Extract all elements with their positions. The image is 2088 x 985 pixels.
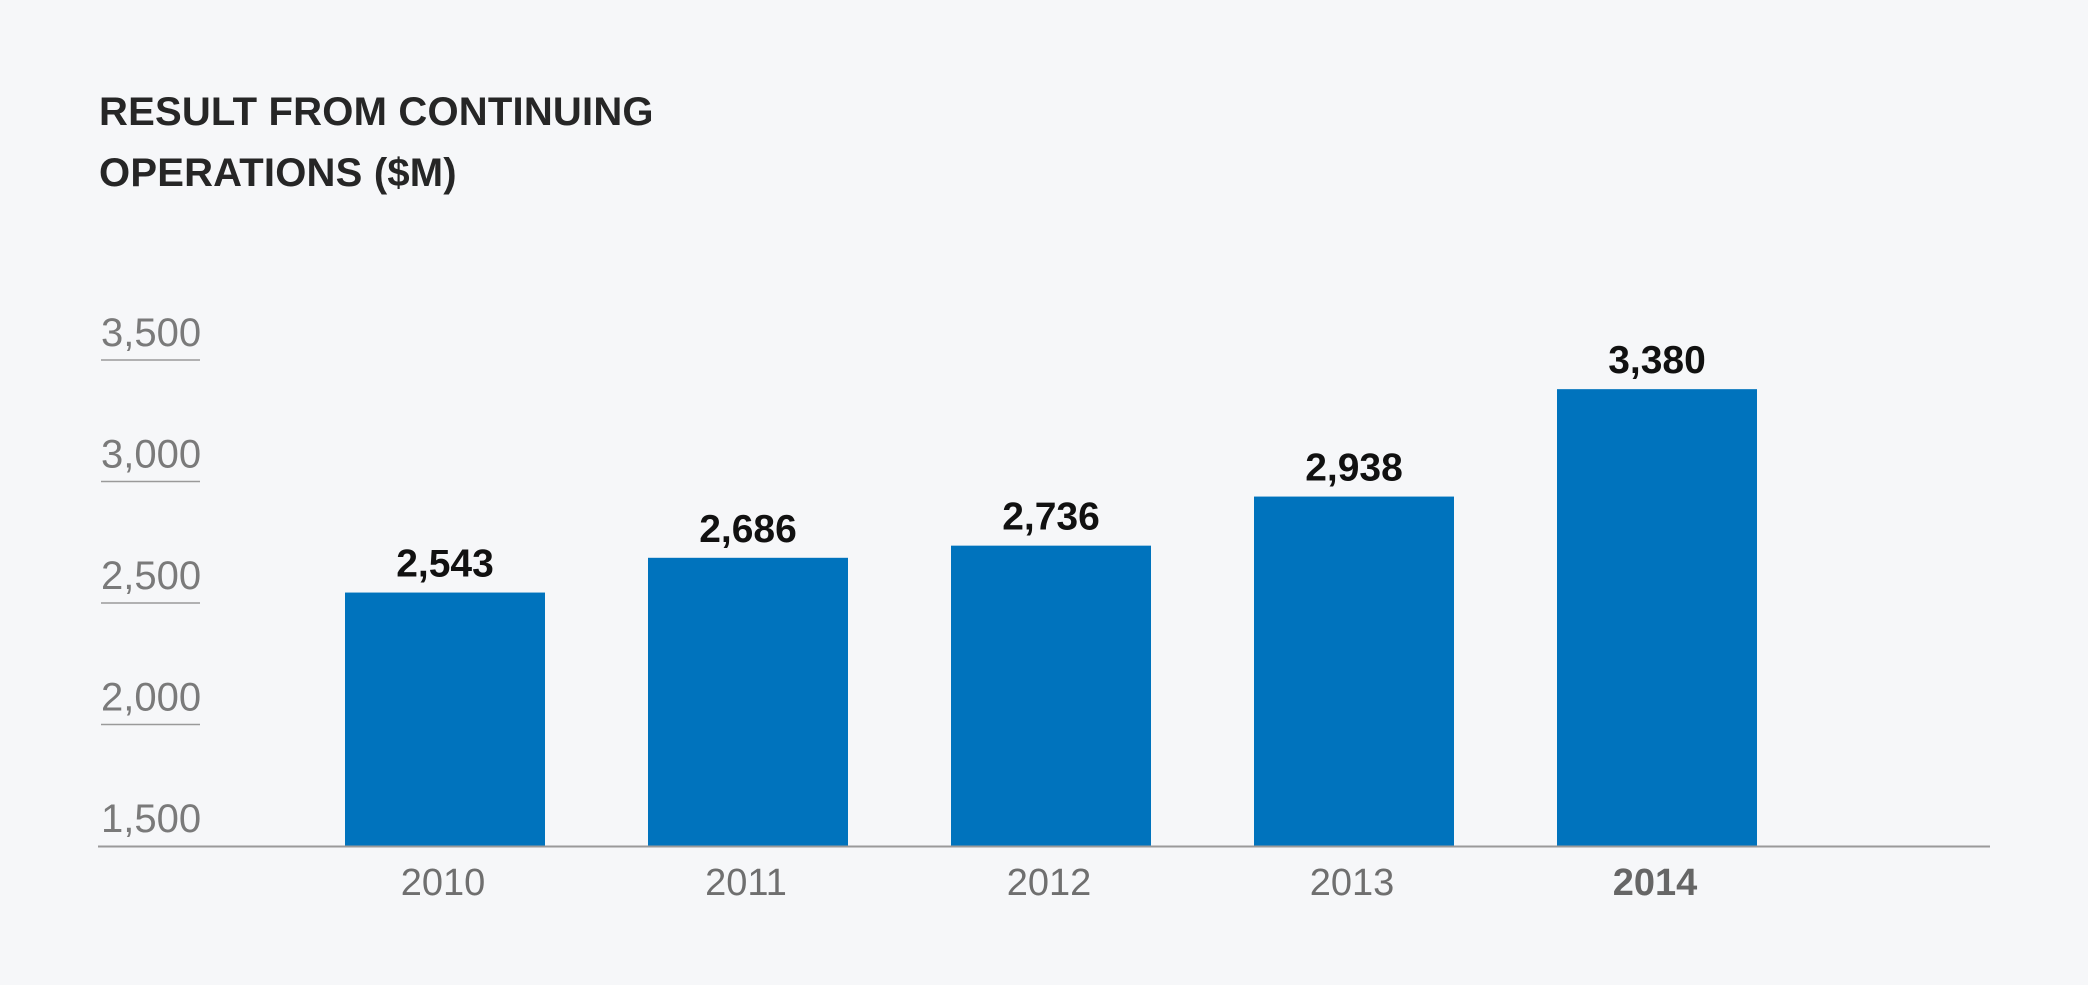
chart-title-line-1: RESULT FROM CONTINUING bbox=[99, 90, 654, 134]
data-label-2013: 2,938 bbox=[1305, 447, 1403, 490]
bar-2013 bbox=[1254, 496, 1454, 846]
chart-title-line-2: OPERATIONS ($M) bbox=[99, 151, 457, 195]
x-tick-label-2014: 2014 bbox=[1613, 862, 1698, 904]
data-labels: 2,543 2,686 2,736 2,938 3,380 bbox=[396, 339, 1706, 585]
bar-2014 bbox=[1557, 389, 1757, 846]
x-tick-label-2010: 2010 bbox=[401, 862, 486, 904]
data-label-2011: 2,686 bbox=[699, 508, 797, 551]
y-tick-label: 2,000 bbox=[101, 676, 201, 720]
y-tick-label: 3,500 bbox=[101, 311, 201, 355]
y-axis: 1,500 2,000 2,500 3,000 3,500 bbox=[101, 311, 201, 841]
bar-2010 bbox=[345, 592, 545, 846]
bar-2011 bbox=[648, 557, 848, 846]
y-tick-label: 2,500 bbox=[101, 554, 201, 598]
y-tick-label: 3,000 bbox=[101, 433, 201, 477]
chart-title: RESULT FROM CONTINUING OPERATIONS ($M) bbox=[99, 82, 799, 204]
data-label-2012: 2,736 bbox=[1002, 496, 1100, 539]
bars bbox=[345, 389, 1757, 846]
x-tick-label-2012: 2012 bbox=[1007, 862, 1092, 904]
data-label-2010: 2,543 bbox=[396, 543, 494, 586]
y-tick-label: 1,500 bbox=[101, 797, 201, 841]
x-tick-label-2013: 2013 bbox=[1310, 862, 1395, 904]
data-label-2014: 3,380 bbox=[1608, 339, 1706, 382]
bar-2012 bbox=[951, 545, 1151, 846]
x-axis: 2010 2011 2012 2013 2014 bbox=[98, 845, 1990, 904]
x-tick-label-2011: 2011 bbox=[705, 862, 787, 904]
